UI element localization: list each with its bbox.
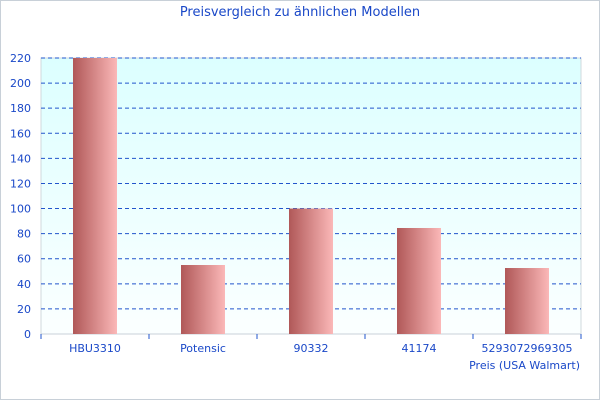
y-tick-label: 80 — [17, 228, 31, 241]
bar-41174 — [397, 227, 441, 334]
y-tick-label: 180 — [10, 102, 31, 115]
y-tick-label: 60 — [17, 253, 31, 266]
y-tick-label: 120 — [10, 177, 31, 190]
y-tick-label: 100 — [10, 203, 31, 216]
x-tick-label: 5293072969305 — [482, 342, 573, 355]
bar-5293072969305 — [505, 268, 549, 334]
x-tick-label: HBU3310 — [69, 342, 121, 355]
y-tick-label: 40 — [17, 278, 31, 291]
x-tick-label: 90332 — [294, 342, 329, 355]
bar-HBU3310 — [73, 58, 117, 334]
chart-title: Preisvergleich zu ähnlichen Modellen — [179, 5, 421, 20]
y-tick-label: 0 — [24, 328, 31, 341]
y-tick-label: 200 — [10, 77, 31, 90]
x-tick-label: Potensic — [180, 342, 226, 355]
bar-90332 — [289, 208, 333, 334]
y-tick-label: 140 — [10, 152, 31, 165]
bar-Potensic — [181, 265, 225, 334]
y-tick-label: 160 — [10, 127, 31, 140]
y-tick-label: 20 — [17, 303, 31, 316]
x-tick-label: 41174 — [402, 342, 437, 355]
x-axis-label: Preis (USA Walmart) — [469, 359, 580, 372]
y-tick-label: 220 — [10, 52, 31, 65]
